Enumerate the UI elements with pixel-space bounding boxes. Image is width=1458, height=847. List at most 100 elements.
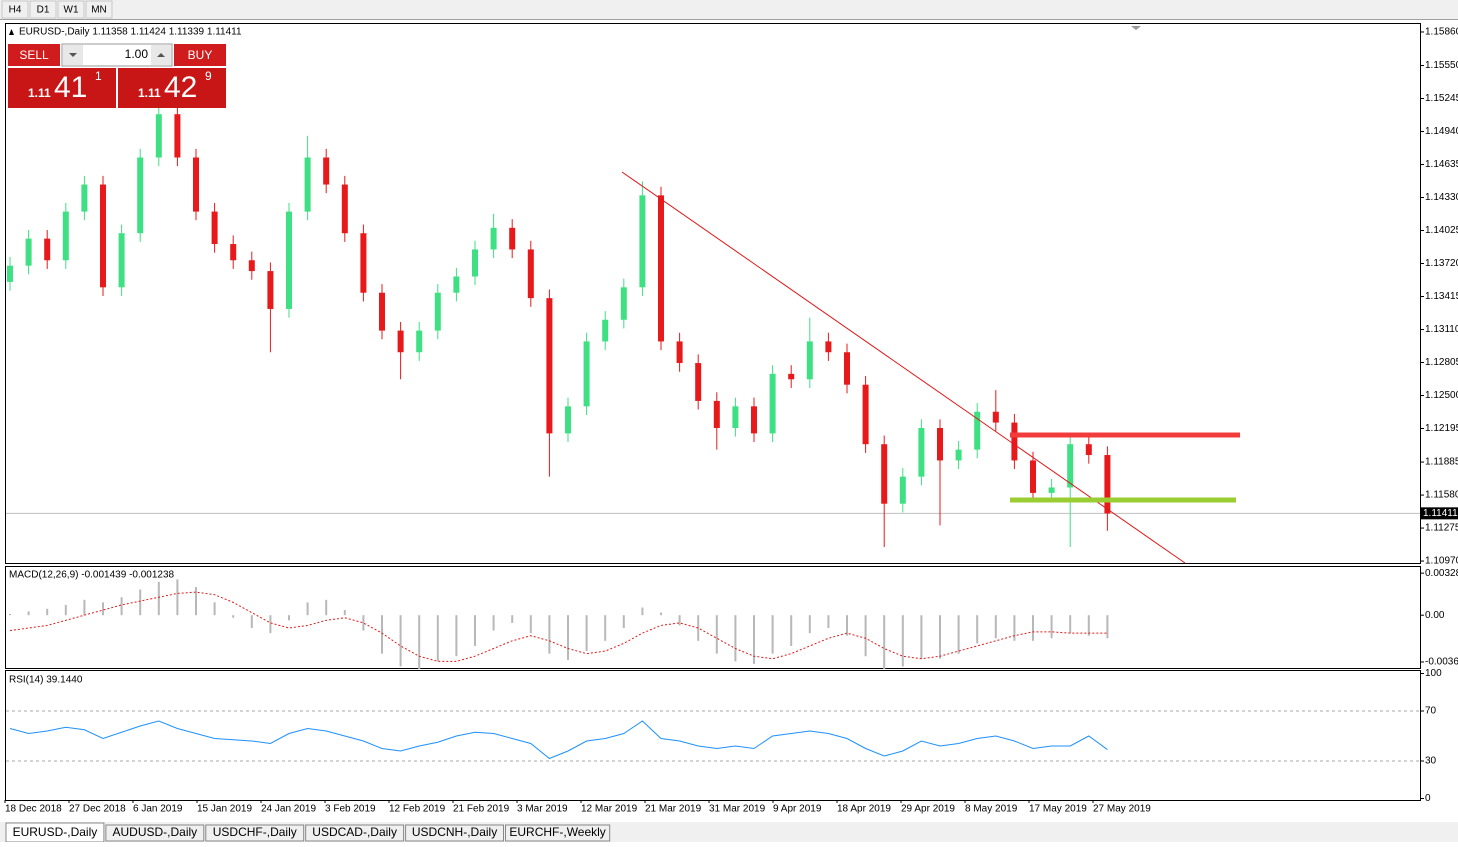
timeframe-label: D1: [37, 5, 50, 16]
candle-body: [155, 114, 162, 158]
sell-button[interactable]: [8, 44, 60, 66]
candle-body: [713, 400, 720, 428]
candle-body: [658, 195, 664, 342]
tab-label: USDCNH-,Daily: [412, 825, 497, 839]
candle-body: [1048, 487, 1055, 493]
tab-label: USDCAD-,Daily: [312, 825, 397, 839]
x-tick-label: 18 Dec 2018: [5, 804, 62, 815]
buy-pips: 42: [164, 71, 197, 104]
macd-panel: [5, 566, 1421, 669]
y-tick-label: 1.10970: [1425, 556, 1458, 567]
symbol-tabs: EURUSD-,Daily AUDUSD-,Daily USDCHF-,Daily U…: [5, 822, 611, 843]
price-panel: [5, 23, 1421, 564]
tab-label: AUDUSD-,Daily: [113, 825, 198, 839]
candle-body: [565, 406, 571, 434]
current-price-box: [1421, 507, 1458, 520]
tab-label: USDCHF-,Daily: [213, 825, 297, 839]
x-tick-label: 12 Mar 2019: [581, 804, 638, 815]
rsi-chart: 100 70 30 0: [6, 668, 1442, 804]
candle-body: [620, 287, 627, 320]
rsi-line: [9, 720, 1108, 760]
symbol-tab[interactable]: [305, 824, 405, 842]
x-tick-label: 3 Feb 2019: [325, 804, 376, 815]
candle-body: [1085, 444, 1092, 456]
candle-body: [769, 373, 776, 434]
candle-body: [862, 384, 869, 445]
y-tick-label: 1.14330: [1425, 192, 1458, 203]
volume-box[interactable]: [61, 43, 173, 67]
candle-body: [323, 157, 330, 185]
candle-body: [676, 341, 683, 364]
candle-body: [211, 211, 218, 245]
candle-body: [974, 411, 981, 450]
symbol-tab[interactable]: [105, 824, 205, 842]
buy-price-box[interactable]: [118, 68, 226, 108]
candle-body: [937, 427, 943, 461]
up-arrow: [157, 53, 165, 57]
candle-body: [732, 406, 739, 428]
candle-body: [1104, 455, 1111, 514]
candle-body: [992, 411, 999, 423]
candle-body: [751, 406, 757, 434]
y-tick-label: 0.00: [1425, 610, 1445, 621]
candle-body: [806, 341, 813, 380]
timeframe-label: W1: [64, 5, 79, 16]
candle-body: [25, 238, 32, 266]
x-tick-label: 21 Mar 2019: [645, 804, 702, 815]
y-tick-label: 30: [1425, 756, 1437, 767]
signal-line: [9, 591, 1108, 662]
x-tick-label: 17 May 2019: [1029, 804, 1087, 815]
candle-body: [955, 449, 962, 461]
candle-body: [639, 195, 646, 288]
buy-button[interactable]: [174, 44, 226, 66]
y-tick-label: 1.13415: [1425, 291, 1458, 302]
down-arrow: [69, 53, 77, 57]
candle-body: [118, 233, 125, 288]
timeframe-button[interactable]: [57, 0, 85, 19]
candle-body: [1011, 422, 1018, 461]
timeframe-button[interactable]: [1, 0, 29, 19]
y-tick-label: 1.11275: [1425, 523, 1458, 534]
timeframe-button[interactable]: [85, 0, 113, 19]
candle-body: [304, 157, 311, 212]
y-tick-label: 1.14940: [1425, 126, 1458, 137]
y-tick-label: 70: [1425, 706, 1437, 717]
timeframe-button[interactable]: [29, 0, 57, 19]
candle-body: [286, 211, 292, 309]
timeframes: H4 D1 W1 MN: [1, 0, 113, 19]
x-tick-label: 24 Jan 2019: [261, 804, 316, 815]
candle-body: [248, 260, 255, 272]
candle-body: [825, 341, 832, 353]
buy-label: BUY: [188, 48, 213, 62]
candle-body: [81, 184, 88, 212]
tab-label: EURUSD-,Daily: [13, 825, 98, 839]
y-tick-label: 0: [1425, 793, 1431, 804]
x-tick-label: 3 Mar 2019: [517, 804, 568, 815]
y-tick-label: 1.13110: [1425, 324, 1458, 335]
x-tick-label: 31 Mar 2019: [709, 804, 766, 815]
sell-point: 1: [95, 69, 102, 83]
candle-body: [695, 363, 702, 401]
candle-body: [788, 373, 795, 380]
candle-body: [1030, 460, 1036, 493]
sell-price-box[interactable]: [8, 68, 116, 108]
toolbar: [0, 0, 1458, 19]
symbol-tab[interactable]: [205, 824, 305, 842]
x-tick-label: 29 Apr 2019: [901, 804, 955, 815]
y-tick-label: 1.13720: [1425, 258, 1458, 269]
x-tick-label: 15 Jan 2019: [197, 804, 252, 815]
x-tick-label: 27 Dec 2018: [69, 804, 126, 815]
y-tick-label: 1.12500: [1425, 390, 1458, 401]
symbol-tab[interactable]: [405, 824, 505, 842]
current-price-label: 1.11411: [1423, 508, 1458, 519]
y-tick-label: 1.15245: [1425, 93, 1458, 104]
timeframe-label: H4: [9, 5, 22, 16]
candle-body: [602, 319, 609, 342]
sell-pips: 41: [54, 71, 87, 104]
one-click-trading: SELL 1.00 BUY 1.11 41 1 1.11 42 9: [8, 43, 226, 108]
sell-big: 1.11: [28, 86, 51, 100]
candle-body: [844, 352, 850, 385]
candle-body: [416, 330, 423, 353]
symbol-tab[interactable]: [505, 824, 611, 842]
rsi-panel: [5, 670, 1421, 801]
